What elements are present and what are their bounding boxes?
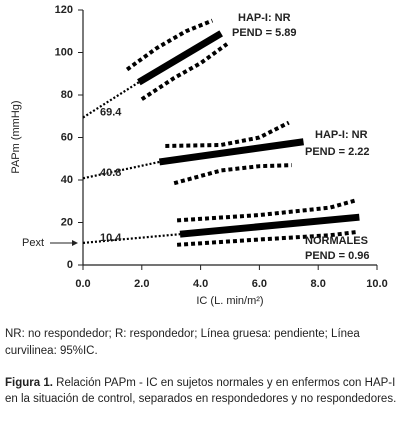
- ci-line: [165, 120, 290, 148]
- intercept-label: 10.4: [100, 232, 122, 244]
- chart: PAPm (mmHg) IC (L. min/m²) Pext 0 20 40 60 8…: [10, 4, 388, 307]
- intercept-label: 69.4: [100, 106, 122, 118]
- series-label: HAP-I: NR: [238, 12, 291, 24]
- y-tick-label: 120: [55, 4, 73, 16]
- slope-label: PEND = 0.96: [305, 250, 370, 262]
- ci-line: [140, 42, 229, 101]
- x-tick-label: 0.0: [75, 278, 90, 290]
- extension-line: [82, 233, 181, 244]
- x-axis-label: IC (L. min/m²): [196, 295, 263, 307]
- extension-line: [82, 81, 140, 119]
- x-tick-label: 2.0: [134, 278, 149, 290]
- ci-line: [125, 18, 214, 72]
- x-tick-label: 8.0: [311, 278, 326, 290]
- ci-line: [173, 163, 292, 186]
- y-tick-label: 40: [61, 174, 73, 186]
- series-label: HAP-I: NR: [315, 129, 368, 141]
- annotation-arrowhead: [72, 240, 78, 246]
- x-tick-label: 4.0: [193, 278, 208, 290]
- x-tick-label: 6.0: [252, 278, 267, 290]
- y-tick-label: 100: [55, 46, 73, 58]
- x-tick-label: 10.0: [366, 278, 387, 290]
- caption: Figura 1. Relación PAPm - IC en sujetos …: [5, 375, 408, 407]
- series-label: NORMALES: [305, 235, 368, 247]
- slope-label: PEND = 5.89: [232, 27, 297, 39]
- annotation: Pext: [22, 237, 44, 249]
- y-tick-label: 80: [61, 89, 73, 101]
- caption-label: Figura 1.: [5, 377, 53, 389]
- y-axis-label: PAPm (mmHg): [10, 100, 22, 173]
- intercept-label: 40.8: [100, 167, 121, 179]
- slope-line: [158, 138, 304, 166]
- extension-line: [82, 160, 160, 180]
- caption-text: Relación PAPm - IC en sujetos normales y…: [5, 377, 397, 405]
- slope-label: PEND = 2.22: [305, 146, 370, 158]
- y-tick-label: 20: [61, 216, 73, 228]
- slope-line: [137, 30, 223, 86]
- notes: NR: no respondedor; R: respondedor; Líne…: [5, 328, 360, 357]
- slope-line: [179, 213, 360, 238]
- y-tick-label: 60: [61, 131, 73, 143]
- y-tick-label: 0: [67, 259, 73, 271]
